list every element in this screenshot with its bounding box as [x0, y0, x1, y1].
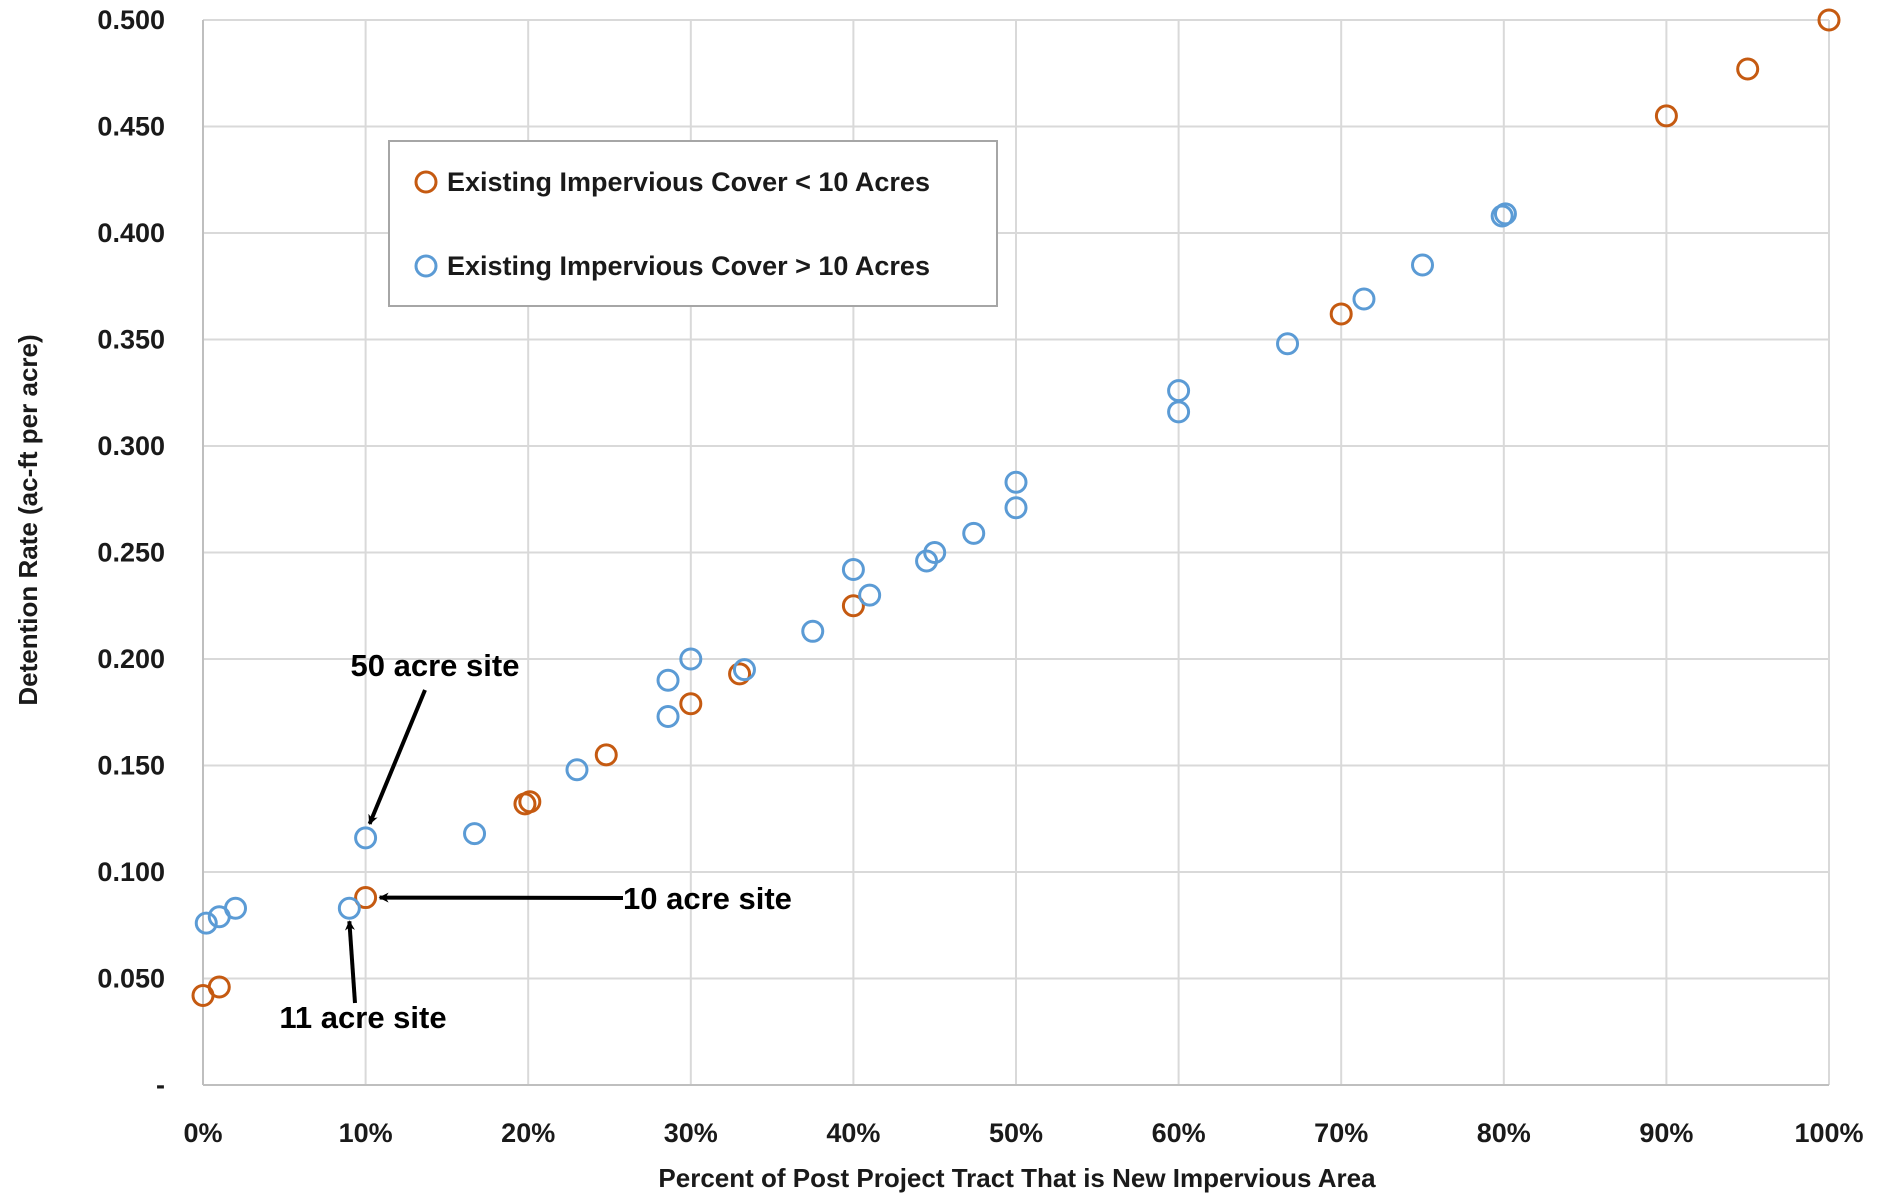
- data-point: [1736, 57, 1760, 81]
- y-axis-title: Detention Rate (ac-ft per acre): [13, 334, 43, 705]
- y-tick-label: 0.350: [97, 325, 165, 355]
- annotation: 10 acre site: [378, 881, 792, 916]
- data-point: [962, 521, 986, 545]
- data-point: [594, 743, 618, 767]
- x-tick-label: 80%: [1477, 1118, 1531, 1148]
- x-tick-label: 100%: [1794, 1118, 1863, 1148]
- data-point: [1654, 104, 1678, 128]
- data-point: [656, 668, 680, 692]
- y-tick-label: 0.100: [97, 857, 165, 887]
- data-point: [1276, 332, 1300, 356]
- data-point: [565, 758, 589, 782]
- data-point: [224, 896, 248, 920]
- grid-lines: [203, 19, 1830, 1085]
- y-tick-label: 0.250: [97, 538, 165, 568]
- annotation-arrow: [367, 689, 427, 825]
- annotation: 50 acre site: [351, 648, 520, 825]
- data-point: [732, 658, 756, 682]
- y-tick-label: 0.150: [97, 751, 165, 781]
- data-point: [518, 790, 542, 814]
- data-point: [1167, 379, 1191, 403]
- legend-label: Existing Impervious Cover > 10 Acres: [447, 251, 930, 281]
- annotation-label: 10 acre site: [623, 881, 792, 916]
- annotation: 11 acre site: [279, 920, 447, 1035]
- x-tick-label: 0%: [183, 1118, 222, 1148]
- y-tick-label: 0.300: [97, 431, 165, 461]
- tick-labels: 0% 10% 20% 30% 40% 50% 60% 70% 80% 90% 100% - 0.050 0…: [97, 5, 1863, 1148]
- x-tick-label: 50%: [989, 1118, 1043, 1148]
- y-tick-label: 0.200: [97, 644, 165, 674]
- data-points: [191, 8, 1841, 1008]
- y-tick-label: 0.500: [97, 5, 165, 35]
- series-group: [194, 202, 1517, 935]
- x-tick-label: 20%: [501, 1118, 555, 1148]
- data-point: [194, 911, 218, 935]
- data-point: [1004, 496, 1028, 520]
- data-point: [1329, 302, 1353, 326]
- legend-marker: [414, 170, 438, 194]
- data-point: [923, 541, 947, 564]
- legend-box: [388, 140, 998, 307]
- data-point: [207, 975, 231, 999]
- data-point: [1490, 204, 1514, 228]
- data-point: [679, 647, 703, 671]
- legend-label: Existing Impervious Cover < 10 Acres: [447, 167, 930, 197]
- data-point: [354, 886, 378, 910]
- data-point: [679, 692, 703, 716]
- data-point: [841, 594, 865, 618]
- axes: [202, 20, 1829, 1086]
- y-tick-label: 0.450: [97, 112, 165, 142]
- annotation-arrow: [344, 920, 357, 1004]
- y-tick-label: 0.400: [97, 218, 165, 248]
- series-group: [191, 8, 1841, 1008]
- x-tick-label: 60%: [1152, 1118, 1206, 1148]
- x-tick-label: 70%: [1314, 1118, 1368, 1148]
- legend: Existing Impervious Cover < 10 Acres Exi…: [388, 140, 998, 307]
- x-tick-label: 90%: [1639, 1118, 1693, 1148]
- legend-marker: [414, 254, 438, 278]
- x-axis-title: Percent of Post Project Tract That is Ne…: [658, 1163, 1376, 1193]
- data-point: [1493, 202, 1517, 226]
- data-point: [354, 826, 378, 850]
- data-point: [801, 619, 825, 643]
- data-point: [1352, 287, 1376, 311]
- annotations: 50 acre site 10 acre site 11 acre site: [279, 648, 792, 1035]
- x-tick-label: 30%: [664, 1118, 718, 1148]
- data-point: [1817, 8, 1841, 32]
- data-point: [1411, 253, 1434, 277]
- y-tick-label: -: [156, 1070, 165, 1100]
- annotation-label: 11 acre site: [279, 1000, 446, 1035]
- annotation-label: 50 acre site: [351, 648, 520, 683]
- data-point: [841, 558, 865, 582]
- data-point: [463, 822, 487, 846]
- data-point: [337, 896, 361, 920]
- data-point: [858, 583, 882, 607]
- data-point: [728, 662, 752, 686]
- x-tick-label: 40%: [826, 1118, 880, 1148]
- data-point: [1004, 470, 1028, 494]
- y-tick-label: 0.050: [97, 964, 165, 994]
- data-point: [656, 705, 680, 729]
- x-tick-label: 10%: [339, 1118, 393, 1148]
